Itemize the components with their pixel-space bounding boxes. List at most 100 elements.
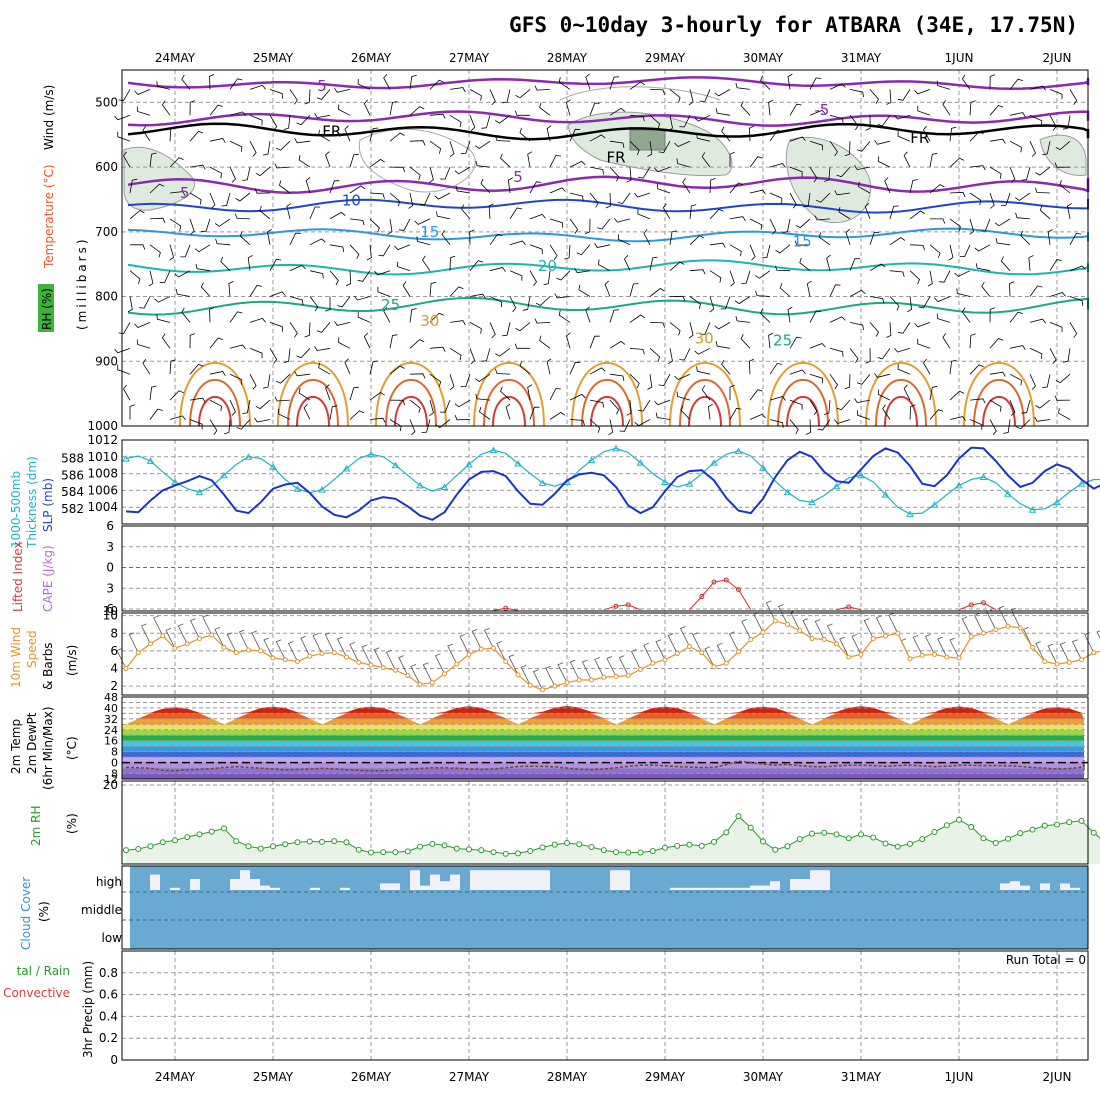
wind-barb: [214, 218, 231, 227]
wind-barb: [923, 125, 931, 142]
wind-barb: [864, 203, 871, 220]
wind-barb: [546, 358, 552, 375]
rh-label: RH (%): [40, 288, 54, 330]
wind10-marker: [821, 636, 827, 642]
rh-marker: [894, 843, 901, 850]
wind-barb: [749, 156, 763, 168]
rh-marker: [159, 839, 166, 846]
wind-barb: [529, 181, 542, 194]
thickness-marker: [587, 456, 596, 464]
bottom-date-label: 30MAY: [743, 1070, 784, 1084]
wind-barb: [917, 338, 931, 349]
wind-barb: [569, 419, 585, 426]
wind-barb: [789, 369, 806, 375]
rh-marker: [649, 847, 656, 854]
cloud-middle-label: middle: [81, 903, 122, 917]
wind-barb: [578, 284, 591, 297]
contour-label: 10: [342, 192, 361, 210]
wind-barb: [495, 347, 511, 357]
wind10-barb: [912, 634, 923, 656]
wind-barb: [479, 406, 491, 420]
wind-barb: [175, 289, 191, 297]
wind-barb: [189, 363, 204, 375]
wind-barb: [629, 373, 640, 389]
wind-barb: [856, 140, 871, 152]
rh-marker: [527, 847, 534, 854]
wind-barb: [169, 244, 175, 261]
wind-barb: [549, 411, 566, 420]
wind-barb: [549, 187, 566, 194]
wind-barb: [769, 163, 786, 168]
wind-barb: [414, 218, 431, 225]
cape-tick: 10: [103, 604, 118, 618]
thickness-marker: [146, 457, 155, 464]
contour-label: 30: [420, 312, 439, 330]
wind-barb: [917, 105, 931, 116]
contour-label: FR: [322, 122, 341, 140]
wind-barb: [269, 348, 278, 364]
wind-barb: [676, 391, 691, 401]
cloud-gap: [340, 887, 350, 890]
rh-marker: [1029, 826, 1036, 833]
rh-marker: [1078, 817, 1085, 824]
top-date-label: 1JUN: [945, 51, 974, 65]
thickness-marker: [269, 463, 277, 470]
temp-tick: 8: [111, 768, 118, 781]
rh-marker: [796, 836, 803, 843]
wind10-barb: [1059, 642, 1070, 663]
precip-frame: [121, 950, 1089, 1061]
wind10-barb: [324, 632, 335, 653]
thickness-tick: 586: [61, 468, 84, 482]
wind-barb: [1035, 399, 1051, 409]
wind10-marker: [344, 654, 349, 660]
wind-barb: [1029, 114, 1043, 126]
wind-barb: [409, 166, 421, 181]
wind-barb: [907, 296, 913, 313]
wind10-barb: [839, 636, 850, 658]
wind-barb: [519, 361, 531, 375]
wind-barb: [449, 286, 464, 297]
wind-barb: [829, 114, 844, 124]
rh-marker: [441, 842, 448, 849]
li-tick: 0: [106, 561, 114, 575]
surface-temp-contour: [571, 361, 643, 427]
wind-barb: [189, 192, 202, 205]
wind-barb: [674, 373, 691, 380]
wind10-marker: [368, 662, 374, 668]
wind-barb: [229, 373, 243, 385]
wind-barb: [455, 185, 471, 194]
wind-barb: [229, 140, 243, 152]
wind-barb: [1069, 265, 1086, 272]
wind10-marker: [1079, 657, 1084, 663]
wind-barb: [609, 107, 626, 116]
rh-marker: [919, 836, 926, 843]
wind-barb: [803, 192, 811, 208]
wind-barb: [142, 358, 151, 375]
wind-barb: [337, 337, 351, 349]
surface-temp-contour: [777, 378, 829, 427]
wind-barb: [760, 308, 771, 323]
wind-barb: [609, 399, 620, 415]
rh-marker: [980, 835, 987, 842]
cloud-gap: [670, 887, 710, 890]
slp-tick: 1008: [87, 467, 118, 481]
wind-barb: [329, 244, 345, 252]
wind-barb: [1009, 311, 1023, 323]
wind10-barb: [483, 627, 494, 649]
rh-marker: [355, 846, 362, 853]
wind10-barb: [594, 657, 605, 678]
wind-barb: [989, 74, 996, 90]
wind-barb: [949, 126, 957, 142]
wind-barb: [668, 348, 673, 365]
wind-barb: [314, 113, 331, 119]
wind-barb: [969, 218, 975, 235]
surface-temp-contour: [767, 361, 839, 427]
temp-color-band: [122, 735, 1084, 741]
wind-barb: [589, 166, 605, 175]
wind10-barb: [716, 642, 727, 664]
wind-barb: [1029, 141, 1036, 157]
wind-barb: [709, 270, 722, 283]
thickness-marker: [783, 488, 792, 496]
rh-marker: [968, 823, 975, 830]
wind-barb: [809, 343, 826, 349]
